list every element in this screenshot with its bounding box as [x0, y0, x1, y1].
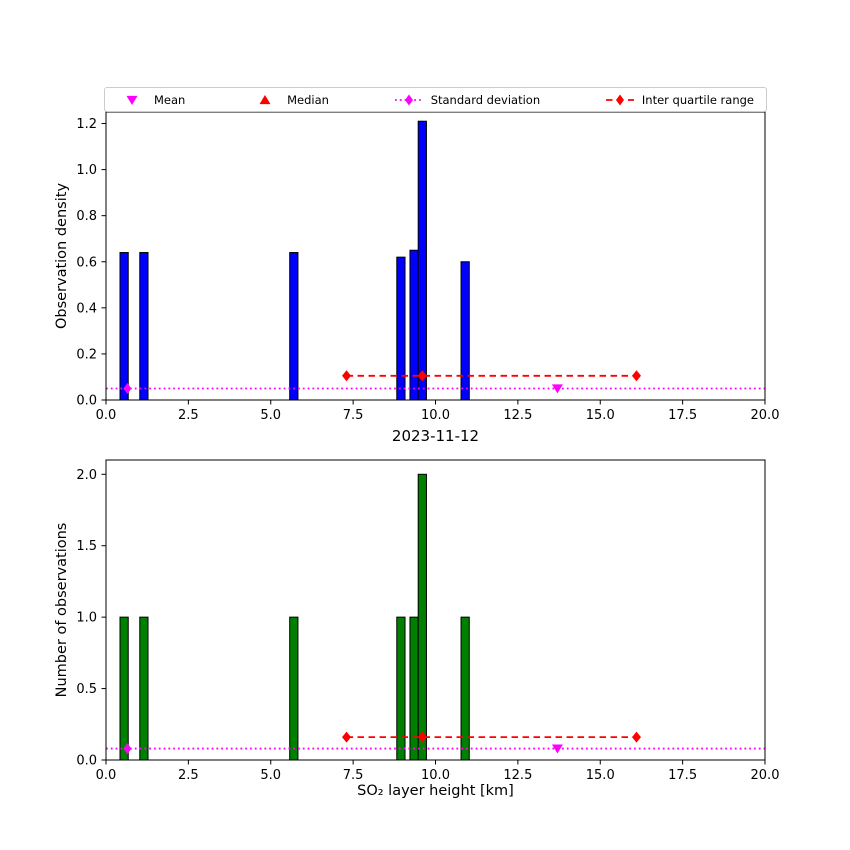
x-axis-label: SO₂ layer height [km]	[357, 783, 514, 799]
x-tick-label: 15.0	[586, 768, 615, 783]
histogram-bar	[409, 616, 419, 761]
y-tick-label: 1.0	[76, 163, 97, 178]
x-tick-label: 2.5	[178, 768, 199, 783]
y-tick-label: 1.5	[76, 539, 97, 554]
y-tick-label: 2.0	[76, 468, 97, 483]
x-tick-label: 15.0	[586, 408, 615, 423]
iqr-marker	[631, 731, 641, 743]
mean-marker	[551, 744, 563, 754]
x-tick-label: 10.0	[421, 768, 450, 783]
x-tick-label: 12.5	[503, 408, 532, 423]
iqr-marker	[342, 731, 352, 743]
legend-item: Mean	[117, 93, 185, 107]
histogram-bar	[396, 616, 406, 761]
y-tick-label: 0.4	[76, 301, 97, 316]
x-tick-label: 10.0	[421, 408, 450, 423]
legend-label: Median	[287, 92, 329, 107]
histogram-bar	[417, 120, 427, 401]
legend-item: Median	[250, 93, 329, 107]
histogram-bar	[289, 252, 299, 401]
y-axis-label-top: Observation density	[54, 182, 70, 330]
axes-frame	[105, 459, 766, 761]
histogram-bar	[119, 252, 129, 401]
x-tick-label: 7.5	[343, 768, 364, 783]
y-tick-label: 1.0	[76, 611, 97, 626]
x-tick-label: 20.0	[751, 768, 780, 783]
subplot-title: 2023-11-12	[391, 427, 480, 445]
iqr-marker	[631, 370, 641, 382]
x-tick-label: 5.0	[260, 408, 281, 423]
histogram-bar	[460, 616, 470, 761]
std-deviation-marker	[123, 743, 132, 755]
triangle-down-icon	[126, 95, 138, 105]
histogram-bar	[119, 616, 129, 761]
histogram-bar	[139, 616, 149, 761]
y-tick-label: 0.0	[76, 394, 97, 409]
legend-item: Inter quartile range	[605, 93, 754, 107]
histogram-bar	[139, 252, 149, 401]
iqr-marker	[417, 370, 427, 382]
x-tick-label: 17.5	[668, 408, 697, 423]
x-tick-label: 5.0	[260, 768, 281, 783]
iqr-marker	[342, 370, 352, 382]
std-deviation-marker	[123, 382, 132, 394]
x-tick-label: 0.0	[96, 408, 117, 423]
x-tick-label: 2.5	[178, 408, 199, 423]
axes-frame	[105, 111, 766, 401]
y-tick-label: 0.0	[76, 754, 97, 769]
x-tick-label: 17.5	[668, 768, 697, 783]
x-tick-label: 12.5	[503, 768, 532, 783]
x-tick-label: 7.5	[343, 408, 364, 423]
legend-item: Standard deviation	[394, 93, 540, 107]
x-tick-label: 0.0	[96, 768, 117, 783]
mean-marker	[551, 384, 563, 394]
legend-label: Inter quartile range	[641, 92, 754, 107]
legend: Mean Median Standard deviation Inter quarti…	[104, 87, 767, 112]
y-tick-label: 0.6	[76, 255, 97, 270]
histogram-bar	[409, 249, 419, 401]
histogram-bar	[460, 261, 470, 401]
y-tick-label: 0.2	[76, 347, 97, 362]
y-tick-label: 0.8	[76, 209, 97, 224]
y-tick-label: 0.5	[76, 682, 97, 697]
iqr-marker	[417, 731, 427, 743]
histogram-bar	[289, 616, 299, 761]
y-tick-label: 1.2	[76, 117, 97, 132]
histogram-bar	[417, 473, 427, 761]
diamond-icon	[605, 94, 634, 105]
histogram-bar	[396, 256, 406, 401]
legend-label: Mean	[154, 92, 186, 107]
x-tick-label: 20.0	[751, 408, 780, 423]
y-axis-label-bottom: Number of observations	[54, 522, 70, 698]
legend-label: Standard deviation	[430, 92, 541, 107]
triangle-up-icon	[259, 94, 271, 104]
diamond-icon	[394, 94, 423, 105]
